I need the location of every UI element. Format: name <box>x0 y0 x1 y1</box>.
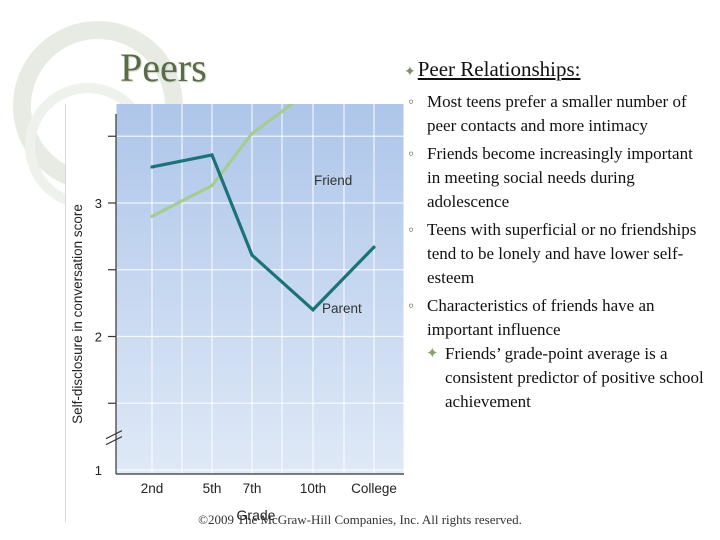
y-tick-label: 1 <box>95 463 102 478</box>
slide-title: Peers <box>120 45 207 90</box>
data-point-parent <box>150 165 154 169</box>
data-point-friend <box>150 214 154 218</box>
series-lines <box>150 104 376 313</box>
list-item: ◦ Friends become increasingly important … <box>402 142 707 214</box>
data-point-parent <box>311 308 315 312</box>
x-axis-label: Grade <box>237 507 276 522</box>
data-point-friend <box>210 184 214 188</box>
circle-bullet-icon: ◦ <box>408 296 415 315</box>
x-tick-label: 5th <box>203 481 222 496</box>
list-item-text: Characteristics of friends have an impor… <box>427 296 655 339</box>
x-tick-label: 7th <box>243 481 262 496</box>
list-item: ◦ Characteristics of friends have an imp… <box>402 294 707 342</box>
x-tick-label: College <box>351 481 397 496</box>
data-point-parent <box>372 245 376 249</box>
series-labels: Friend Parent <box>314 173 362 316</box>
y-tick-label: 3 <box>95 196 102 211</box>
list-item-text: Teens with superficial or no friendships… <box>427 220 697 287</box>
axis-break-mark <box>105 430 123 440</box>
x-tick-label: 10th <box>300 481 326 496</box>
list-item-text: Most teens prefer a smaller number of pe… <box>427 92 687 135</box>
axes: 12342nd5th7th10thCollege <box>95 114 404 496</box>
sub-list-item: ✦ Friends’ grade-point average is a cons… <box>402 342 707 414</box>
circle-bullet-icon: ◦ <box>408 92 415 111</box>
slide-content: ✦Peer Relationships: ◦ Most teens prefer… <box>402 56 707 414</box>
grid-lines <box>115 104 405 474</box>
data-point-parent <box>250 253 254 257</box>
bullet-icon: ✦ <box>404 65 416 80</box>
data-point-parent <box>210 153 214 157</box>
axis-break-mark <box>105 436 123 446</box>
list-item-text: Friends become increasingly important in… <box>427 144 693 211</box>
list-item: ◦ Teens with superficial or no friendshi… <box>402 218 707 290</box>
list-item: ◦ Most teens prefer a smaller number of … <box>402 90 707 138</box>
circle-bullet-icon: ◦ <box>408 144 415 163</box>
sub-bullet-icon: ✦ <box>426 346 439 362</box>
plot-background <box>116 104 404 474</box>
x-tick-label: 2nd <box>141 481 164 496</box>
heading-text: Peer Relationships: <box>417 57 581 81</box>
circle-bullet-icon: ◦ <box>408 220 415 239</box>
sub-list-item-text: Friends’ grade-point average is a consis… <box>445 344 704 411</box>
series-label-parent: Parent <box>322 301 362 316</box>
copyright-footer: ©2009 The McGraw-Hill Companies, Inc. Al… <box>198 512 522 527</box>
content-heading: ✦Peer Relationships: <box>404 56 707 86</box>
y-tick-label: 2 <box>95 330 102 345</box>
y-axis-label: Self-disclosure in conversation score <box>70 204 85 424</box>
series-label-friend: Friend <box>314 173 352 188</box>
data-point-friend <box>250 131 254 136</box>
